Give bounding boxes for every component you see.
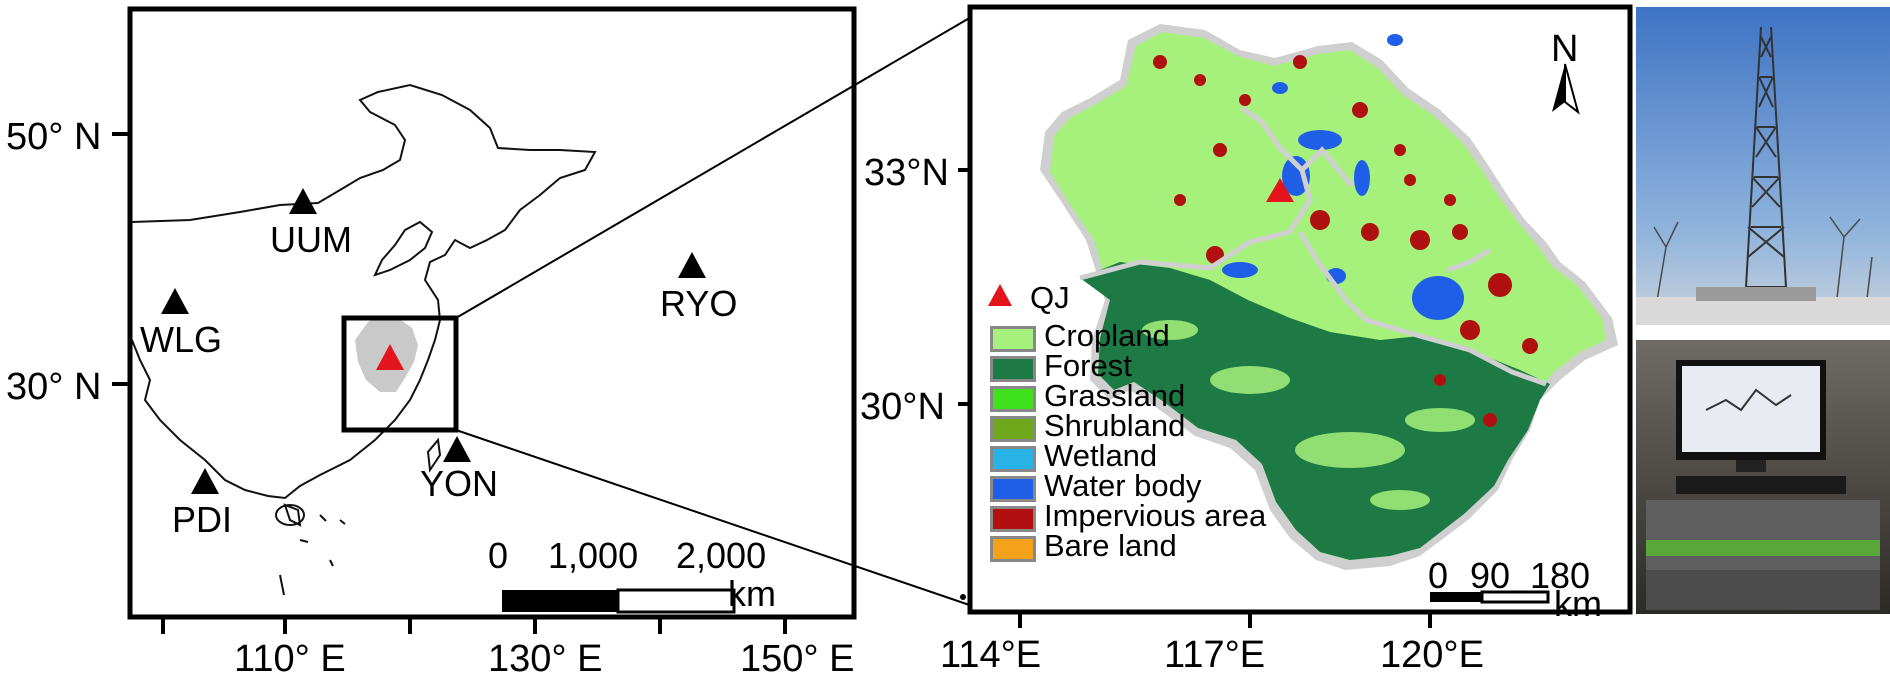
right-scale-unit: km — [1554, 583, 1602, 624]
lon-label-117: 117°E — [1164, 634, 1266, 676]
tower-illustration — [1636, 26, 1890, 325]
coastline — [131, 83, 597, 596]
legend-label-grassland: Grassland — [1044, 378, 1186, 413]
legend-swatch-wetland — [990, 446, 1036, 472]
right-scale-tick-180: 180 — [1530, 555, 1591, 596]
left-scale-unit: km — [728, 573, 776, 614]
station-yon-label: YON — [420, 463, 499, 504]
instrument-illustration — [1646, 360, 1880, 610]
station-pdi-label: PDI — [172, 499, 233, 540]
legend-label-water-body: Water body — [1044, 468, 1202, 503]
left-scale-tick-1000: 1,000 — [548, 535, 639, 576]
lat-label-30r: 30°N — [860, 386, 945, 428]
right-scale-tick-90: 90 — [1470, 555, 1511, 596]
lon-label-130: 130° E — [488, 638, 603, 680]
legend-label-bare-land: Bare land — [1044, 528, 1177, 563]
station-yon-marker — [443, 436, 471, 462]
tower-photo — [1636, 7, 1890, 325]
lon-label-120: 120°E — [1380, 634, 1484, 676]
lon-label-110: 110° E — [234, 638, 346, 680]
lon-label-114: 114°E — [940, 634, 1042, 676]
legend-swatch-cropland — [990, 326, 1036, 352]
left-scale-bar — [502, 588, 736, 614]
impervious-areas — [1153, 55, 1538, 427]
legend-swatch-bare-land — [990, 536, 1036, 562]
qj-site-marker-right — [1266, 178, 1294, 202]
legend-swatch-water-body — [990, 476, 1036, 502]
station-wlg-label: WLG — [140, 319, 223, 360]
station-uum-marker — [289, 188, 317, 214]
legend-qj-label: QJ — [1030, 280, 1070, 315]
station-ryo-label: RYO — [660, 283, 738, 324]
legend-label-shrubland: Shrubland — [1044, 408, 1186, 443]
station-ryo-marker — [678, 252, 706, 278]
station-wlg-marker — [161, 288, 189, 314]
qj-site-marker-left — [376, 344, 404, 370]
instrument-photo — [1636, 340, 1890, 614]
left-scale-tick-0: 0 — [488, 535, 509, 576]
legend-label-cropland: Cropland — [1044, 318, 1170, 353]
left-scale-tick-2000: 2,000 — [676, 535, 767, 576]
north-arrow — [1552, 63, 1580, 115]
legend-label-forest: Forest — [1044, 348, 1132, 383]
legend-qj-symbol — [988, 284, 1012, 306]
right-scale-tick-0: 0 — [1428, 555, 1449, 596]
inset-box — [341, 315, 459, 433]
station-uum-label: UUM — [270, 219, 352, 260]
lat-label-50: 50° N — [6, 116, 102, 158]
legend-label-wetland: Wetland — [1044, 438, 1158, 473]
left-map-frame — [127, 6, 857, 620]
legend-swatch-grassland — [990, 386, 1036, 412]
lat-label-33: 33°N — [864, 152, 949, 194]
legend-label-impervious-area: Impervious area — [1044, 498, 1267, 533]
lon-label-150: 150° E — [740, 638, 855, 680]
lat-label-30: 30° N — [6, 366, 102, 408]
station-pdi-marker — [191, 468, 219, 494]
legend-swatch-forest — [990, 356, 1036, 382]
legend-swatch-impervious-area — [990, 506, 1036, 532]
right-scale-bar — [1430, 590, 1550, 604]
north-label: N — [1551, 28, 1579, 70]
legend-swatch-shrubland — [990, 416, 1036, 442]
forest-area — [1080, 262, 1550, 560]
